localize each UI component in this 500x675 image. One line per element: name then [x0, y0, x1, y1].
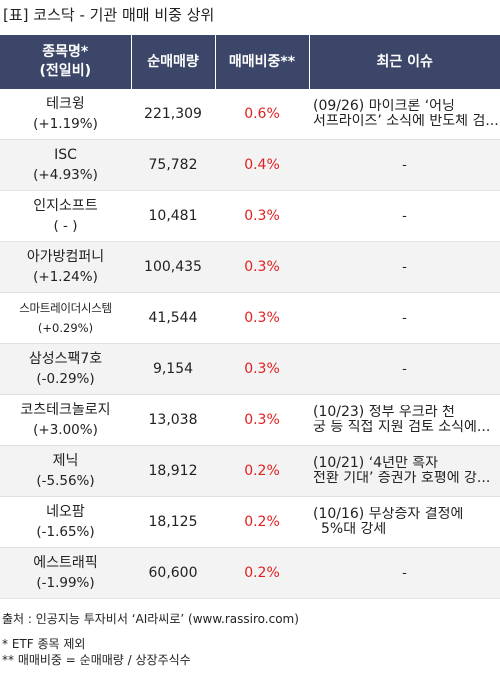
- table-row: 테크윙 (+1.19%) 221,309 0.6% (09/26) 마이크론 ‘어닝 서프…: [0, 89, 500, 140]
- price-change: ( - ): [53, 218, 78, 234]
- issue-line: -: [402, 157, 407, 173]
- net-volume: 10,481: [131, 190, 215, 242]
- table-row: 인지소프트 ( - ) 10,481 0.3% -: [0, 190, 500, 242]
- issue-line: -: [402, 259, 407, 275]
- stock-name-cell: 스마트레이더시스템 (+0.29%): [0, 292, 131, 344]
- issue-line: (10/23) 정부 우크라 천: [313, 405, 455, 420]
- trade-ratio: 0.3%: [215, 343, 309, 395]
- page-title: [표] 코스닥 - 기관 매매 비중 상위: [3, 6, 215, 24]
- issue-line: 궁 등 직접 지원 검토 소식에...: [313, 420, 491, 435]
- recent-issue: -: [309, 343, 500, 395]
- stock-name-cell: 제닉 (-5.56%): [0, 445, 131, 497]
- header-net-volume: 순매매량: [131, 35, 216, 89]
- trade-ratio: 0.2%: [215, 445, 309, 497]
- trade-ratio: 0.3%: [215, 394, 309, 446]
- stock-name: 제닉: [52, 453, 79, 469]
- trade-ratio: 0.3%: [215, 292, 309, 344]
- net-volume: 13,038: [131, 394, 215, 446]
- recent-issue: -: [309, 547, 500, 599]
- trade-ratio: 0.2%: [215, 547, 309, 599]
- price-change: (+1.19%): [33, 116, 98, 132]
- stock-name: 에스트래픽: [33, 555, 98, 571]
- recent-issue: -: [309, 190, 500, 242]
- table-row: ISC (+4.93%) 75,782 0.4% -: [0, 139, 500, 191]
- net-volume: 221,309: [131, 89, 215, 140]
- trade-ratio: 0.3%: [215, 241, 309, 293]
- footnote-ratio: ** 매매비중 = 순매매량 / 상장주식수: [2, 653, 191, 667]
- source-note: 출처 : 인공지능 투자비서 ‘AI라씨로’ (www.rassiro.com): [2, 612, 299, 626]
- institution-trading-table: 종목명* (전일비) 순매매량 매매비중** 최근 이슈 테크윙 (+1.19%)…: [0, 35, 500, 599]
- issue-line: -: [402, 565, 407, 581]
- recent-issue: -: [309, 139, 500, 191]
- stock-name-cell: ISC (+4.93%): [0, 139, 131, 191]
- recent-issue: (10/21) ‘4년만 흑자 전환 기대’ 증권가 호평에 강...: [309, 445, 500, 497]
- price-change: (-5.56%): [36, 473, 95, 489]
- net-volume: 18,912: [131, 445, 215, 497]
- net-volume: 75,782: [131, 139, 215, 191]
- net-volume: 41,544: [131, 292, 215, 344]
- issue-line: (10/21) ‘4년만 흑자: [313, 456, 439, 471]
- net-volume: 100,435: [131, 241, 215, 293]
- stock-name-cell: 삼성스팩7호 (-0.29%): [0, 343, 131, 395]
- trade-ratio: 0.4%: [215, 139, 309, 191]
- recent-issue: -: [309, 241, 500, 293]
- issue-line: (10/16) 무상증자 결정에: [313, 507, 464, 522]
- trade-ratio: 0.3%: [215, 190, 309, 242]
- stock-name-cell: 네오팜 (-1.65%): [0, 496, 131, 548]
- net-volume: 9,154: [131, 343, 215, 395]
- recent-issue: -: [309, 292, 500, 344]
- net-volume: 60,600: [131, 547, 215, 599]
- price-change: (-1.99%): [36, 575, 95, 591]
- stock-name: 인지소프트: [33, 198, 98, 214]
- table-row: 코츠테크놀로지 (+3.00%) 13,038 0.3% (10/23) 정부 우크라 …: [0, 394, 500, 446]
- stock-name: 테크윙: [46, 96, 85, 112]
- stock-name: ISC: [54, 147, 77, 163]
- stock-name-cell: 인지소프트 ( - ): [0, 190, 131, 242]
- stock-name: 네오팜: [46, 504, 85, 520]
- table-row: 제닉 (-5.56%) 18,912 0.2% (10/21) ‘4년만 흑자 전환 기대…: [0, 445, 500, 497]
- net-volume: 18,125: [131, 496, 215, 548]
- trade-ratio: 0.6%: [215, 89, 309, 140]
- issue-line: 5%대 강세: [321, 522, 387, 537]
- price-change: (+1.24%): [33, 269, 98, 285]
- issue-line: -: [402, 310, 407, 326]
- price-change: (+3.00%): [33, 422, 98, 438]
- stock-name: 코츠테크놀로지: [20, 402, 111, 418]
- recent-issue: (10/16) 무상증자 결정에 5%대 강세: [309, 496, 500, 548]
- stock-name-cell: 테크윙 (+1.19%): [0, 89, 131, 140]
- stock-name: 아가방컴퍼니: [26, 249, 105, 265]
- stock-name-cell: 에스트래픽 (-1.99%): [0, 547, 131, 599]
- stock-name-cell: 아가방컴퍼니 (+1.24%): [0, 241, 131, 293]
- issue-line: (09/26) 마이크론 ‘어닝: [313, 99, 455, 114]
- table-header-row: 종목명* (전일비) 순매매량 매매비중** 최근 이슈: [0, 35, 500, 89]
- price-change: (+0.29%): [37, 321, 94, 335]
- issue-line: -: [402, 361, 407, 377]
- stock-name-cell: 코츠테크놀로지 (+3.00%): [0, 394, 131, 446]
- header-trade-ratio: 매매비중**: [215, 35, 310, 89]
- header-recent-issue: 최근 이슈: [309, 35, 500, 89]
- stock-name: 삼성스팩7호: [28, 351, 103, 367]
- table-row: 네오팜 (-1.65%) 18,125 0.2% (10/16) 무상증자 결정에 5%대…: [0, 496, 500, 548]
- table-row: 에스트래픽 (-1.99%) 60,600 0.2% -: [0, 547, 500, 599]
- recent-issue: (09/26) 마이크론 ‘어닝 서프라이즈’ 소식에 반도체 검...: [309, 89, 500, 140]
- issue-line: 전환 기대’ 증권가 호평에 강...: [313, 471, 491, 486]
- issue-line: -: [402, 208, 407, 224]
- issue-line: 서프라이즈’ 소식에 반도체 검...: [313, 114, 499, 129]
- table-row: 스마트레이더시스템 (+0.29%) 41,544 0.3% -: [0, 292, 500, 344]
- table-row: 삼성스팩7호 (-0.29%) 9,154 0.3% -: [0, 343, 500, 395]
- price-change: (-1.65%): [36, 524, 95, 540]
- header-stock-name: 종목명* (전일비): [0, 35, 132, 89]
- price-change: (-0.29%): [36, 371, 95, 387]
- footnote-etf: * ETF 종목 제외: [2, 637, 86, 651]
- price-change: (+4.93%): [33, 167, 98, 183]
- trade-ratio: 0.2%: [215, 496, 309, 548]
- table-row: 아가방컴퍼니 (+1.24%) 100,435 0.3% -: [0, 241, 500, 293]
- stock-name: 스마트레이더시스템: [19, 301, 112, 315]
